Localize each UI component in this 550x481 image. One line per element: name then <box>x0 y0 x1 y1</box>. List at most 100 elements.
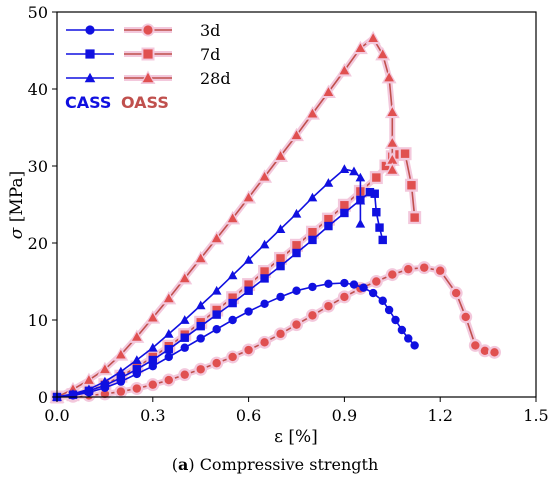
data-point <box>243 192 254 202</box>
data-point <box>324 279 333 289</box>
data-point <box>276 261 285 271</box>
x-axis-label: ε [%] <box>274 427 318 447</box>
data-point <box>292 248 301 258</box>
data-point <box>340 208 349 218</box>
data-point <box>384 72 394 82</box>
series-line <box>56 282 416 398</box>
data-point <box>324 301 333 311</box>
legend-marker-oass <box>143 25 153 35</box>
data-point <box>307 108 318 118</box>
data-point <box>292 320 301 329</box>
data-point <box>260 338 269 347</box>
data-point <box>368 288 378 298</box>
legend-marker-oass <box>142 72 154 83</box>
data-point <box>132 332 142 341</box>
data-point <box>195 300 206 310</box>
legend-group-oass: OASS <box>121 93 169 112</box>
data-point <box>163 293 174 303</box>
data-point <box>132 365 142 374</box>
data-point <box>195 253 206 263</box>
data-point <box>68 389 78 398</box>
x-axis-ticks: 0.0 0.3 0.6 0.9 1.2 1.5 <box>44 397 549 425</box>
data-point <box>461 312 470 322</box>
y-tick-label: 50 <box>28 3 48 22</box>
caption-suffix: ) Compressive strength <box>188 455 378 474</box>
data-point <box>368 33 378 43</box>
data-point <box>365 187 375 197</box>
legend-marker-oass <box>143 49 153 59</box>
legend-label: 3d <box>200 21 220 40</box>
data-point <box>227 270 238 280</box>
y-axis-ticks: 0 10 20 30 40 50 <box>28 3 57 407</box>
data-point <box>387 155 398 164</box>
x-tick-label: 0.3 <box>140 406 165 425</box>
data-point <box>148 355 157 365</box>
data-point <box>180 370 189 379</box>
data-point <box>244 307 253 316</box>
data-point <box>259 239 270 249</box>
data-point <box>355 218 366 228</box>
data-point <box>260 274 269 283</box>
data-point <box>377 49 388 59</box>
y-tick-label: 10 <box>28 311 48 330</box>
data-point <box>179 315 190 324</box>
data-point <box>355 43 366 53</box>
legend-marker-cass <box>85 25 95 35</box>
data-point <box>339 65 350 75</box>
data-point <box>391 315 400 325</box>
legend-group-cass: CASS <box>65 93 111 112</box>
data-point <box>387 165 398 174</box>
data-point <box>381 161 391 171</box>
data-point <box>260 299 269 309</box>
y-tick-label: 30 <box>28 157 48 176</box>
data-point <box>212 310 221 319</box>
series-layer <box>49 30 501 404</box>
data-point <box>275 224 286 234</box>
x-tick-label: 0.6 <box>236 406 261 425</box>
data-point <box>179 273 190 283</box>
data-point <box>227 213 238 223</box>
data-point <box>307 192 318 202</box>
data-point <box>228 315 237 325</box>
data-point <box>451 288 461 298</box>
data-point <box>116 366 126 376</box>
data-point <box>387 107 398 116</box>
legend-marker-cass <box>84 72 96 83</box>
data-point <box>308 235 317 245</box>
data-point <box>349 280 359 289</box>
data-point <box>100 364 110 374</box>
data-point <box>340 278 349 288</box>
data-point <box>410 213 419 222</box>
data-point <box>276 254 285 263</box>
series-cass-28d <box>52 164 366 401</box>
data-point <box>276 329 285 339</box>
data-point <box>116 387 126 396</box>
data-point <box>324 214 333 224</box>
series-line <box>56 168 362 398</box>
data-point <box>164 345 173 354</box>
data-point <box>84 384 94 394</box>
data-point <box>400 149 410 158</box>
y-tick-label: 0 <box>38 388 48 407</box>
data-point <box>410 341 419 350</box>
data-point <box>372 208 381 217</box>
data-point <box>404 334 413 343</box>
data-point <box>340 201 349 210</box>
data-point <box>339 164 350 173</box>
x-tick-label: 1.5 <box>523 406 548 425</box>
data-point <box>291 130 302 140</box>
data-point <box>180 343 189 352</box>
data-point <box>480 346 490 355</box>
legend-label: 28d <box>200 69 231 88</box>
data-point <box>163 329 174 338</box>
legend-entry-28d: 28d <box>66 69 231 88</box>
caption-letter: a <box>178 455 188 474</box>
data-point <box>355 172 366 182</box>
y-tick-label: 40 <box>28 80 48 99</box>
data-point <box>388 270 397 279</box>
data-point <box>243 255 254 264</box>
data-point <box>349 166 359 176</box>
y-axis-label-unit: [MPa] <box>7 171 27 228</box>
data-point <box>291 208 302 218</box>
data-point <box>212 305 221 315</box>
